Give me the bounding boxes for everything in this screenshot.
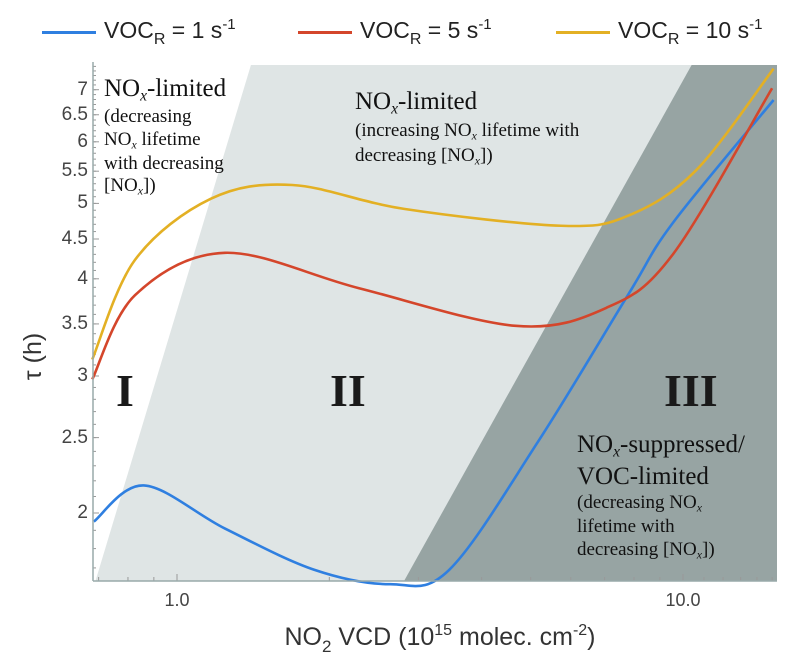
annotation-line: [NOx])	[104, 175, 226, 199]
annotation-text: x	[696, 548, 702, 562]
legend-label-part: VOC	[360, 16, 410, 43]
x-tick-label: 1.0	[164, 590, 190, 610]
annotation-text: (decreasing	[104, 106, 192, 128]
legend-label-part: -1	[478, 15, 492, 33]
annotation-text: NO	[104, 129, 132, 151]
annotation-text: ])	[480, 145, 493, 167]
legend-label-part: R	[409, 30, 422, 48]
annotation-line: (increasing NOx lifetime with	[355, 119, 579, 144]
annotation-text: x	[137, 185, 144, 199]
x-label-part: )	[587, 623, 596, 651]
annotation-text: x	[391, 100, 398, 118]
y-tick-label: 2.5	[61, 426, 88, 448]
annotation-line: (decreasing	[104, 106, 226, 129]
legend-swatch	[42, 30, 96, 34]
annotation-text: decreasing [NO	[577, 538, 697, 560]
annotation-region-ii: NOx-limited (increasing NOx lifetime with…	[355, 86, 579, 169]
legend-label-part: = 1 s	[165, 16, 223, 43]
annotation-line: NOx-limited	[355, 86, 579, 119]
legend-item: VOCR = 5 s-1	[298, 12, 492, 52]
annotation-text: lifetime	[136, 129, 201, 151]
y-tick-label: 6	[77, 130, 88, 152]
annotation-text: x	[471, 130, 477, 143]
x-tick-label: 10.0	[665, 590, 701, 610]
annotation-text: NO	[577, 431, 614, 458]
region-label-ii: II	[330, 365, 366, 416]
annotation-text: x	[131, 138, 137, 152]
annotation-text: ])	[702, 538, 715, 560]
legend-label-part: -1	[222, 15, 236, 33]
annotation-text: x	[474, 154, 480, 168]
annotation-text: VOC-limited	[577, 463, 709, 491]
annotation-text: -limited	[147, 75, 227, 102]
series-line-1	[93, 99, 775, 588]
legend-item: VOCR = 10 s-1	[556, 12, 762, 52]
annotation-line: VOC-limited	[577, 462, 745, 492]
x-label-part: NO	[284, 623, 323, 651]
y-tick-label: 5	[77, 192, 88, 214]
region-label-i: I	[116, 365, 134, 416]
annotation-line: NOx-limited	[104, 74, 226, 106]
y-tick-label: 2	[77, 502, 88, 523]
annotation-region-iii: NOx-suppressed/VOC-limited (decreasing NO…	[577, 430, 745, 562]
annotation-text: ])	[143, 175, 156, 197]
y-tick-label: 3.5	[61, 312, 88, 334]
annotation-text: (decreasing NO	[577, 492, 697, 514]
legend-label: VOCR = 10 s-1	[618, 16, 762, 49]
y-tick-label: 4.5	[61, 228, 88, 249]
x-label-sup: 15	[434, 622, 453, 639]
annotation-line: with decreasing	[104, 153, 226, 176]
x-label-sub: 2	[322, 637, 332, 656]
annotation-text: [NO	[104, 175, 138, 197]
annotation-text: x	[613, 443, 620, 461]
legend-label-part: -1	[749, 15, 763, 33]
annotation-text: decreasing [NO	[355, 145, 475, 167]
annotation-text: (increasing NO	[355, 120, 472, 142]
annotation-text: lifetime with	[577, 515, 675, 537]
legend-label-part: = 10 s	[679, 16, 750, 43]
y-tick-label: 7	[77, 78, 88, 100]
series-line-3	[91, 67, 775, 361]
annotation-text: x	[696, 501, 702, 515]
annotation-line: NOx lifetime	[104, 129, 226, 153]
legend-label: VOCR = 5 s-1	[360, 16, 492, 49]
annotation-text: lifetime with	[476, 120, 580, 142]
annotation-text: x	[140, 87, 147, 105]
annotation-line: lifetime with	[577, 516, 745, 539]
x-axis-label: NO2 VCD (1015 molec. cm-2)	[0, 622, 800, 657]
legend-label-part: = 5 s	[421, 16, 479, 43]
legend-label-part: R	[153, 30, 166, 48]
legend-label-part: VOC	[104, 16, 154, 43]
annotation-line: NOx-suppressed/	[577, 430, 745, 462]
x-label-part: molec. cm	[452, 623, 573, 651]
legend-item: VOCR = 1 s-1	[42, 12, 236, 52]
legend-label-part: VOC	[618, 16, 668, 43]
annotation-line: decreasing [NOx])	[577, 539, 745, 563]
legend-label: VOCR = 1 s-1	[104, 16, 236, 49]
annotation-line: (decreasing NOx	[577, 492, 745, 516]
y-tick-label: 4	[77, 267, 88, 289]
legend-label-part: R	[667, 30, 680, 48]
annotation-text: NO	[355, 88, 392, 115]
legend-swatch	[298, 30, 352, 34]
y-axis-label: τ (h)	[19, 332, 48, 381]
legend-swatch	[556, 30, 610, 34]
y-tick-label: 6.5	[61, 103, 88, 125]
x-label-part: VCD (10	[331, 623, 435, 651]
annotation-text: NO	[104, 75, 141, 102]
x-label-sup: -2	[572, 622, 588, 639]
series-line-2	[91, 87, 774, 380]
annotation-text: -limited	[398, 88, 478, 115]
region-iii	[404, 65, 777, 581]
region-label-iii: III	[664, 365, 718, 416]
annotation-line: decreasing [NOx])	[355, 144, 579, 169]
y-tick-label: 5.5	[61, 160, 88, 182]
annotation-text: with decreasing	[104, 152, 224, 174]
annotation-region-i: NOx-limited (decreasing NOx lifetime with d…	[104, 74, 226, 199]
annotation-text: -suppressed/	[620, 431, 745, 458]
y-tick-label: 3	[77, 365, 88, 386]
